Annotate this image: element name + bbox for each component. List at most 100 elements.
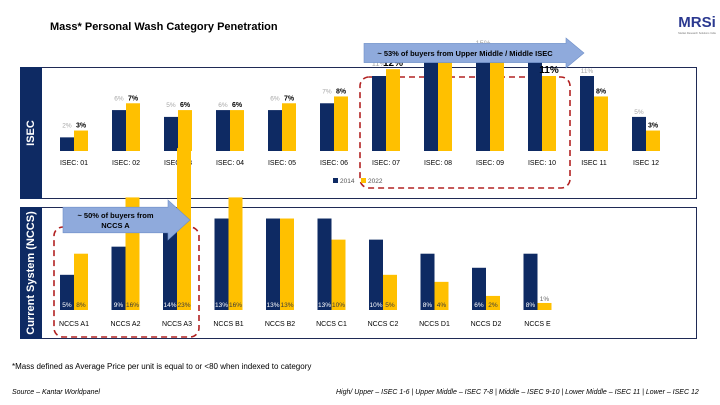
- isec-category-label: ISEC 12: [633, 160, 659, 167]
- isec-data-label-2014: 5%: [634, 109, 644, 116]
- nccs-data-label-2022: 5%: [385, 302, 395, 309]
- nccs-bar-2014: [420, 253, 435, 310]
- isec-category-label: ISEC 11: [581, 160, 607, 167]
- isec-category-label: ISEC: 01: [60, 160, 88, 167]
- nccs-bar-2014: [472, 267, 486, 310]
- nccs-data-label-2014: 13%: [266, 302, 279, 309]
- isec-data-label-2022: 12%: [383, 58, 403, 69]
- nccs-data-label-2014: 5%: [62, 302, 72, 309]
- nccs-bar-2014: [317, 218, 332, 310]
- logo-subtext: Market Research Solutions India: [678, 31, 716, 35]
- isec-bar-2022: [386, 69, 400, 151]
- isec-bar-2014: [476, 48, 490, 151]
- isec-callout-arrow-text: ~ 53% of buyers from Upper Middle / Midd…: [377, 49, 553, 58]
- isec-bar-2022: [230, 110, 244, 151]
- nccs-side-label: Current System (NCCS): [20, 207, 42, 339]
- isec-bar-2014: [632, 116, 646, 151]
- isec-legend-swatch-2014: [333, 178, 338, 183]
- isec-bar-2022: [178, 110, 192, 151]
- isec-category-label: ISEC: 02: [112, 160, 140, 167]
- isec-data-label-2022: 8%: [596, 88, 607, 95]
- isec-highlight-box: [359, 76, 571, 189]
- nccs-category-label: NCCS D2: [471, 321, 502, 328]
- nccs-category-label: NCCS D1: [419, 321, 450, 328]
- nccs-bar-2022: [383, 274, 397, 310]
- isec-legend-swatch-2022: [361, 178, 366, 183]
- isec-data-label-2022: 6%: [232, 102, 243, 109]
- isec-bar-2014: [112, 110, 126, 151]
- nccs-bar-2022: [331, 239, 346, 310]
- nccs-bar-2022: [280, 218, 294, 310]
- isec-bar-2022: [438, 55, 452, 151]
- company-logo: MRSi Market Research Solutions India: [678, 14, 716, 35]
- nccs-category-label: NCCS E: [524, 321, 551, 328]
- class-definition-note: High/ Upper – ISEC 1-6 | Upper Middle – …: [336, 389, 699, 396]
- isec-category-label: ISEC: 07: [372, 160, 400, 167]
- nccs-data-label-2014: 8%: [526, 302, 536, 309]
- nccs-category-label: NCCS C2: [368, 321, 399, 328]
- isec-legend-label-2014: 2014: [340, 178, 355, 185]
- nccs-category-label: NCCS A1: [59, 321, 89, 328]
- nccs-data-label-2014: 14%: [163, 302, 176, 309]
- isec-data-label-2022: 6%: [180, 102, 191, 109]
- nccs-bar-2014: [111, 246, 126, 310]
- isec-category-label: ISEC: 10: [528, 160, 556, 167]
- source-note: Source – Kantar Worldpanel: [12, 389, 100, 396]
- isec-category-label: ISEC: 04: [216, 160, 244, 167]
- isec-category-label: ISEC: 06: [320, 160, 348, 167]
- isec-bar-2022: [490, 55, 504, 151]
- isec-bar-2014: [372, 76, 386, 151]
- nccs-bar-2014: [266, 218, 280, 310]
- isec-data-label-2014: 2%: [62, 123, 72, 130]
- nccs-bar-2022: [228, 197, 243, 310]
- nccs-data-label-2022: 13%: [280, 302, 293, 309]
- nccs-category-label: NCCS B2: [265, 321, 295, 328]
- nccs-data-label-2022: 10%: [332, 302, 345, 309]
- isec-data-label-2014: 11%: [372, 59, 387, 68]
- isec-bar-2022: [282, 103, 296, 151]
- isec-bar-2014: [528, 62, 542, 152]
- nccs-data-label-2014: 13%: [215, 302, 228, 309]
- nccs-bar-2014: [60, 274, 74, 310]
- nccs-bar-2022: [74, 253, 88, 310]
- isec-bar-2022: [74, 130, 88, 151]
- nccs-data-label-2014: 9%: [114, 302, 124, 309]
- nccs-data-label-2014: 8%: [423, 302, 433, 309]
- nccs-bar-2014: [214, 218, 229, 310]
- isec-bar-2022: [334, 96, 348, 151]
- nccs-bar-2014: [523, 253, 538, 310]
- nccs-callout-arrow-text-line1: ~ 50% of buyers from: [77, 211, 153, 220]
- nccs-callout-arrow: [62, 199, 191, 241]
- nccs-data-label-2014: 13%: [318, 302, 331, 309]
- isec-category-label: ISEC: 05: [268, 160, 296, 167]
- isec-bar-2014: [424, 55, 438, 151]
- isec-bar-2014: [60, 137, 74, 151]
- isec-callout-arrow: [363, 37, 585, 69]
- nccs-callout-arrow-text-line2: NCCS A: [101, 221, 130, 230]
- isec-category-label: ISEC: 09: [476, 160, 504, 167]
- nccs-data-label-2022: 2%: [488, 302, 498, 309]
- isec-bar-2022: [542, 76, 556, 151]
- nccs-bar-2022: [537, 302, 552, 310]
- isec-data-label-2022: 7%: [284, 95, 295, 102]
- nccs-bar-2022: [434, 281, 449, 310]
- nccs-data-label-2022: 16%: [229, 302, 242, 309]
- isec-data-label-2014: 5%: [166, 102, 176, 109]
- isec-bar-2022: [126, 103, 140, 151]
- nccs-data-label-2022: 23%: [177, 302, 190, 309]
- nccs-bar-2014: [163, 211, 177, 310]
- nccs-data-label-2022: 1%: [540, 296, 550, 303]
- nccs-data-label-2014: 6%: [474, 302, 484, 309]
- nccs-data-label-2022: 8%: [76, 302, 86, 309]
- isec-data-label-2022: 8%: [336, 88, 347, 95]
- nccs-category-label: NCCS A3: [162, 321, 192, 328]
- isec-data-label-2022: 11%: [539, 65, 559, 76]
- isec-legend-label-2022: 2022: [368, 178, 383, 185]
- isec-data-label-2022: 7%: [128, 95, 139, 102]
- isec-data-label-2014: 11%: [581, 68, 594, 75]
- page-title: Mass* Personal Wash Category Penetration: [50, 21, 278, 33]
- nccs-data-label-2014: 10%: [369, 302, 382, 309]
- isec-data-label-2014: 7%: [322, 88, 332, 95]
- nccs-category-label: NCCS C1: [316, 321, 347, 328]
